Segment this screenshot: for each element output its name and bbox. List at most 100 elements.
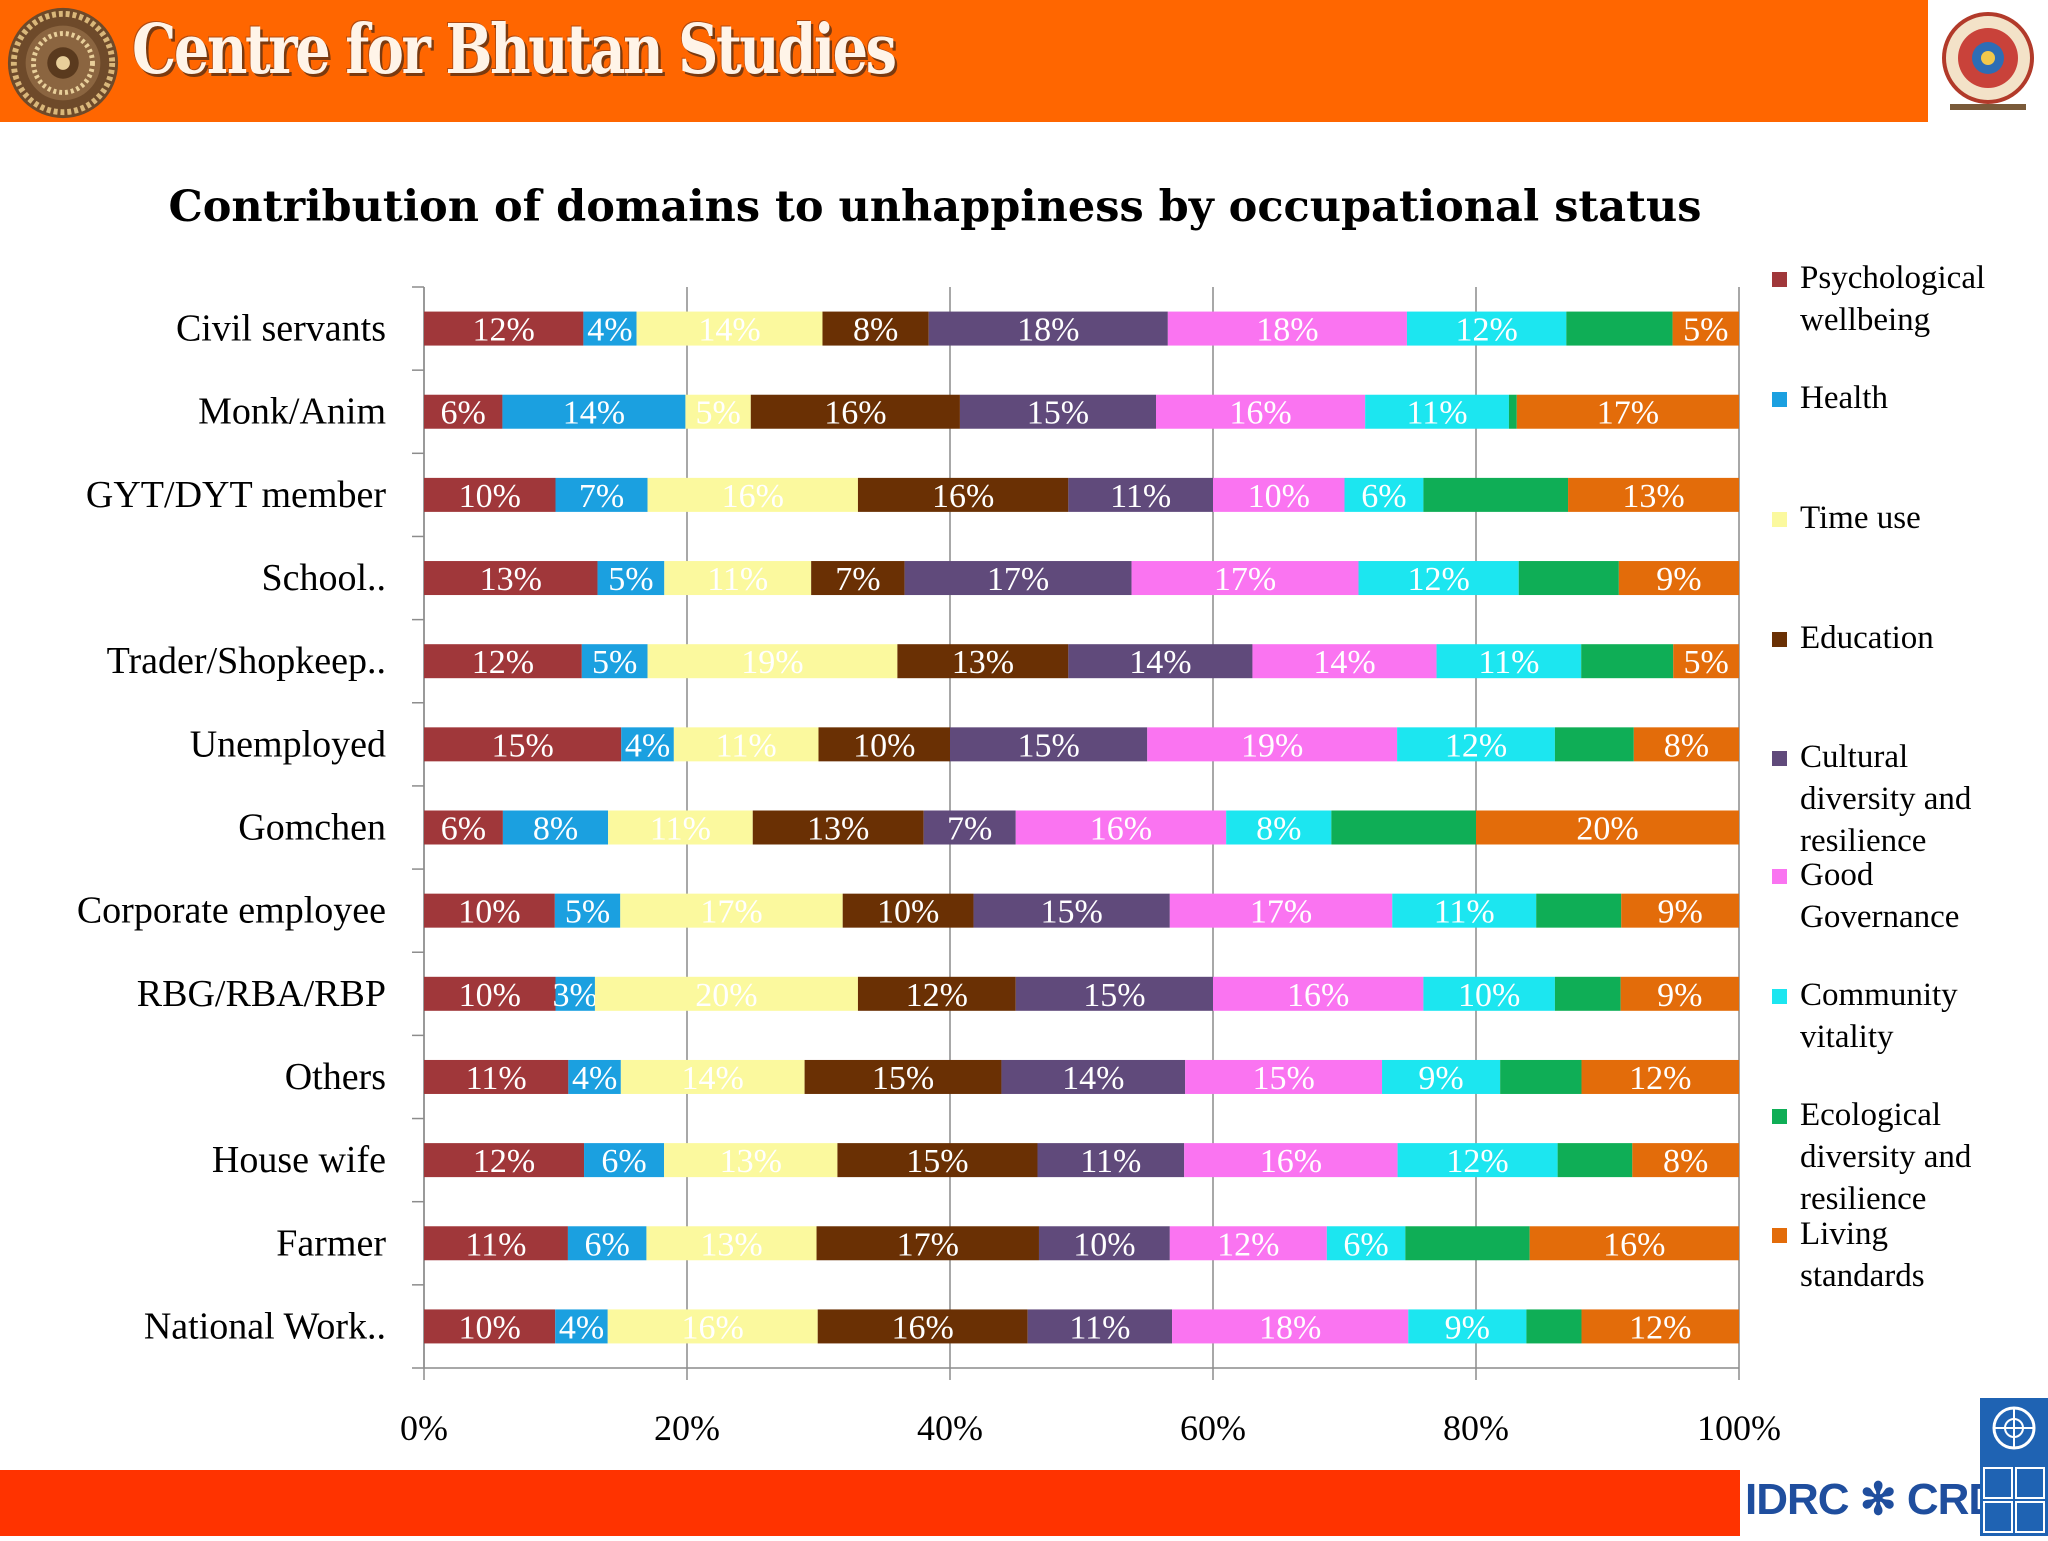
bar-segment [816, 1226, 1039, 1261]
bar-segment [685, 394, 751, 429]
bar-segment [1392, 893, 1537, 928]
data-label: 14% [1062, 1060, 1124, 1097]
bar-segment [822, 311, 929, 346]
bar-segment [1015, 810, 1227, 845]
bar-segment [1344, 477, 1424, 512]
legend-label: Health [1800, 380, 1888, 416]
data-label: 5% [1683, 312, 1728, 349]
data-label: 9% [1657, 977, 1702, 1014]
data-label: 5% [695, 395, 740, 432]
bar-segment [1226, 810, 1332, 845]
data-label: 12% [473, 312, 535, 349]
bar-segment [555, 477, 648, 512]
data-label: 3% [553, 977, 598, 1014]
bar-segment [1156, 394, 1366, 429]
bar-segment [1518, 561, 1619, 596]
data-label: 7% [579, 478, 624, 515]
bar-segment [1001, 1059, 1186, 1094]
data-label: 11% [1110, 478, 1171, 515]
bar-segment [555, 976, 595, 1011]
data-label: 16% [824, 395, 886, 432]
bar-segment [581, 644, 648, 679]
data-label: 14% [563, 395, 625, 432]
bar-segment [818, 727, 950, 762]
bar-segment [1252, 644, 1437, 679]
bar-segment [1672, 311, 1739, 346]
data-label: 14% [1313, 644, 1375, 681]
data-label: 11% [707, 561, 768, 598]
data-label: 8% [533, 811, 578, 848]
data-label: 18% [1256, 312, 1318, 349]
bar-segment [1326, 1226, 1406, 1261]
data-label: 11% [1478, 644, 1539, 681]
bar-segment [1566, 311, 1673, 346]
data-label: 4% [625, 727, 670, 764]
data-label: 16% [932, 478, 994, 515]
bar-segment [959, 394, 1157, 429]
bar-segment [583, 311, 637, 346]
category-label: RBG/RBA/RBP [137, 973, 386, 1015]
bar-segment [1213, 976, 1424, 1011]
bar-segment [1581, 644, 1674, 679]
category-label: Monk/Anim [198, 391, 386, 433]
data-label: 6% [441, 395, 486, 432]
bar-segment [1015, 976, 1213, 1011]
category-label: National Work.. [144, 1305, 386, 1347]
data-label: 16% [1287, 977, 1349, 1014]
chart-title: Contribution of domains to unhappiness b… [168, 182, 1702, 232]
bar-segment [923, 810, 1016, 845]
legend-label: Education [1800, 620, 1934, 656]
bar-segment [1068, 477, 1213, 512]
data-label: 16% [1260, 1143, 1322, 1180]
bar-segment [608, 810, 753, 845]
bar-segment [1027, 1309, 1173, 1344]
data-label: 16% [892, 1309, 954, 1346]
bar-segment [857, 976, 1016, 1011]
bar-segment [607, 1309, 818, 1344]
data-label: 9% [1445, 1309, 1490, 1346]
bar-segment [1147, 727, 1398, 762]
data-label: 14% [682, 1060, 744, 1097]
data-label: 10% [877, 894, 939, 931]
bar-segment [1406, 311, 1567, 346]
bar-segment [1633, 727, 1739, 762]
bar-segment [1038, 1226, 1170, 1261]
category-label: Unemployed [190, 723, 386, 765]
bar-segment [804, 1059, 1002, 1094]
data-label: 12% [1217, 1226, 1279, 1263]
data-label: 6% [585, 1226, 630, 1263]
bar-segment [842, 893, 974, 928]
data-label: 5% [1683, 644, 1728, 681]
category-label: GYT/DYT member [86, 474, 386, 516]
data-label: 5% [565, 894, 610, 931]
bar-segment [424, 810, 503, 845]
data-label: 7% [835, 561, 880, 598]
bar-segment [1382, 1059, 1501, 1094]
bar-segment [1167, 311, 1407, 346]
bar-segment [424, 561, 598, 596]
bar-segment [750, 394, 960, 429]
bar-segment [673, 727, 819, 762]
undp-logo [1980, 1398, 2048, 1536]
un-emblem-icon [1983, 1406, 2045, 1533]
legend-swatch [1772, 989, 1787, 1004]
data-label: 14% [1129, 644, 1191, 681]
data-label: 20% [1576, 811, 1638, 848]
bar-segment [1554, 976, 1621, 1011]
data-label: 19% [741, 644, 803, 681]
category-label: Farmer [276, 1222, 386, 1264]
emblem-logo [1928, 0, 2048, 122]
bar-segment [1169, 1226, 1327, 1261]
data-label: 10% [853, 727, 915, 764]
bar-segment [555, 1309, 608, 1344]
bar-segment [594, 976, 858, 1011]
data-label: 14% [698, 312, 760, 349]
bar-segment [1408, 1309, 1527, 1344]
header-bar [0, 0, 2048, 122]
data-label: 15% [1083, 977, 1145, 1014]
data-label: 11% [1069, 1309, 1130, 1346]
bar-segment [928, 311, 1168, 346]
bar-segment [1423, 976, 1555, 1011]
bar-segment [1621, 893, 1739, 928]
legend-label: Living standards [1800, 1216, 1925, 1294]
